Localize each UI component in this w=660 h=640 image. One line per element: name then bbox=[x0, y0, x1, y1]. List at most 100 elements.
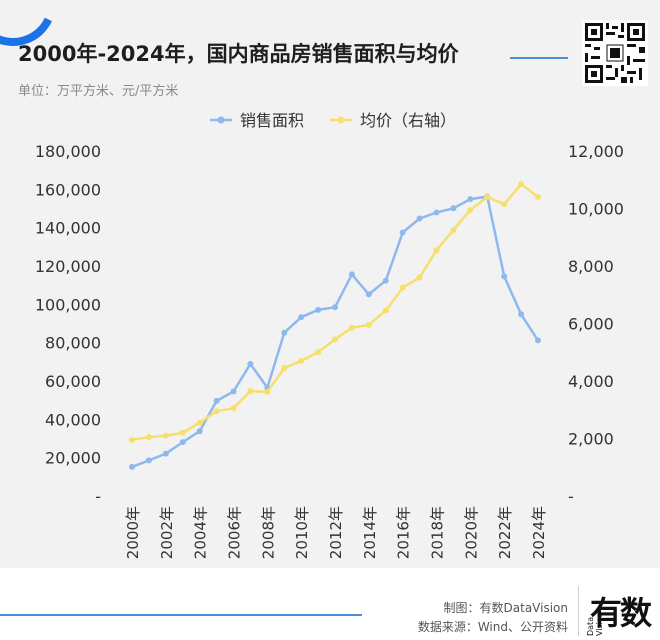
x-tick-label: 2002年 bbox=[158, 506, 176, 559]
x-tick-label: 2000年 bbox=[124, 506, 142, 559]
series-1-point bbox=[247, 360, 254, 367]
right-tick-label: - bbox=[568, 487, 574, 506]
series-1-point bbox=[433, 209, 440, 216]
series-1-point bbox=[467, 196, 474, 203]
series-2-point bbox=[298, 357, 305, 364]
left-tick-label: 120,000 bbox=[35, 257, 101, 276]
left-tick-label: 60,000 bbox=[45, 372, 101, 391]
series-2-point bbox=[264, 388, 271, 395]
line-chart: 销售面积 均价（右轴） - 20,000 40,000 60,000 80,000 100,… bbox=[35, 111, 624, 559]
series-2-point bbox=[484, 194, 491, 200]
x-tick-label: 2012年 bbox=[327, 506, 345, 559]
right-tick-label: 2,000 bbox=[568, 430, 614, 449]
series-2-point bbox=[399, 284, 406, 291]
series-2-point bbox=[281, 365, 288, 372]
series-2-point bbox=[315, 349, 322, 356]
series-1-point bbox=[332, 304, 338, 311]
chart-panel: 2000年-2024年，国内商品房销售面积与均价 单位：万平方米、元/平方米 销… bbox=[0, 0, 660, 568]
right-tick-label: 6,000 bbox=[568, 315, 614, 334]
datavision-logo: Data Vision 有数 bbox=[586, 588, 656, 636]
series-2-point bbox=[365, 321, 372, 328]
x-tick-label: 2004年 bbox=[192, 506, 210, 559]
series-1-point bbox=[365, 291, 372, 298]
legend-marker-2 bbox=[337, 116, 345, 124]
left-tick-label: 140,000 bbox=[35, 219, 101, 238]
left-tick-label: 160,000 bbox=[35, 180, 101, 199]
series-2-point bbox=[467, 206, 474, 213]
series-1-point bbox=[179, 439, 186, 446]
footer-rule bbox=[0, 614, 362, 616]
series-1-point bbox=[230, 388, 237, 395]
series-2-point bbox=[145, 434, 152, 441]
x-tick-label: 2024年 bbox=[530, 506, 548, 559]
right-tick-label: 8,000 bbox=[568, 257, 614, 276]
x-tick-label: 2022年 bbox=[496, 506, 514, 559]
right-tick-label: 12,000 bbox=[568, 142, 624, 161]
series-2-point bbox=[450, 227, 457, 234]
left-tick-label: 40,000 bbox=[45, 410, 101, 429]
legend-marker-1 bbox=[217, 116, 225, 124]
series-1-point bbox=[399, 229, 406, 236]
right-tick-label: 10,000 bbox=[568, 200, 624, 219]
series-1-point bbox=[129, 463, 135, 470]
series-1-point bbox=[145, 457, 152, 464]
left-axis: - 20,000 40,000 60,000 80,000 100,000 120,000 1… bbox=[35, 142, 101, 506]
series-1-point bbox=[501, 273, 508, 280]
left-tick-label: 180,000 bbox=[35, 142, 101, 161]
x-tick-label: 2018年 bbox=[429, 506, 447, 559]
series-2-point bbox=[348, 324, 355, 331]
series-2-point bbox=[416, 274, 423, 281]
legend-label-1: 销售面积 bbox=[240, 111, 304, 130]
right-tick-label: 4,000 bbox=[568, 372, 614, 391]
x-tick-label: 2008年 bbox=[259, 506, 277, 559]
right-axis: - 2,000 4,000 6,000 8,000 10,000 12,000 bbox=[568, 142, 624, 506]
x-tick-label: 2016年 bbox=[395, 506, 413, 559]
series-1-point bbox=[213, 397, 220, 404]
qr-code-icon bbox=[582, 20, 648, 86]
maker-credit: 制图：有数DataVision bbox=[443, 601, 568, 615]
series-2-point bbox=[535, 194, 541, 200]
series-2-point bbox=[196, 419, 203, 426]
unit-label: 单位：万平方米、元/平方米 bbox=[18, 84, 179, 99]
series-1-point bbox=[196, 428, 203, 435]
series-2-point bbox=[382, 307, 389, 314]
series-1-point bbox=[518, 311, 525, 318]
series-2-point bbox=[179, 429, 186, 436]
x-tick-label: 2014年 bbox=[361, 506, 379, 559]
left-tick-label: 80,000 bbox=[45, 334, 101, 353]
series-2-point bbox=[129, 436, 135, 443]
series-1-point bbox=[450, 205, 457, 212]
series-2-point bbox=[162, 432, 169, 439]
chart-title: 2000年-2024年，国内商品房销售面积与均价 bbox=[18, 42, 459, 66]
series-1-point bbox=[416, 215, 423, 222]
series-1-point bbox=[162, 450, 169, 457]
series-2-point bbox=[213, 408, 220, 415]
series-2-point bbox=[433, 247, 440, 254]
series-1-point bbox=[298, 314, 305, 321]
logo-text: 有数 bbox=[590, 594, 652, 632]
series-1-point bbox=[348, 271, 355, 278]
series-1-point bbox=[535, 337, 541, 344]
chart-legend: 销售面积 均价（右轴） bbox=[210, 111, 456, 130]
series-1-point bbox=[382, 277, 389, 284]
x-tick-label: 2020年 bbox=[462, 506, 480, 559]
series-2-point bbox=[518, 181, 525, 188]
series-1-point bbox=[281, 329, 288, 336]
x-tick-label: 2010年 bbox=[293, 506, 311, 559]
x-axis: 2000年 2002年 2004年 2006年 2008年 2010年 2012年 2014年… bbox=[124, 506, 548, 559]
source-credit: 数据来源：Wind、公开资料 bbox=[417, 620, 568, 634]
series-2-point bbox=[247, 388, 254, 395]
left-tick-label: 100,000 bbox=[35, 295, 101, 314]
left-tick-label: 20,000 bbox=[45, 449, 101, 468]
series-1-point bbox=[315, 306, 322, 313]
series-layer bbox=[129, 181, 541, 470]
title-rule bbox=[510, 57, 568, 59]
series-line-2 bbox=[131, 182, 539, 442]
series-2-point bbox=[501, 201, 508, 208]
footer: 制图：有数DataVision 数据来源：Wind、公开资料 Data Visi… bbox=[0, 568, 660, 640]
series-2-point bbox=[332, 336, 338, 343]
series-2-point bbox=[230, 405, 237, 412]
legend-label-2: 均价（右轴） bbox=[360, 111, 456, 130]
footer-divider bbox=[578, 586, 579, 636]
left-tick-label: - bbox=[95, 487, 101, 506]
